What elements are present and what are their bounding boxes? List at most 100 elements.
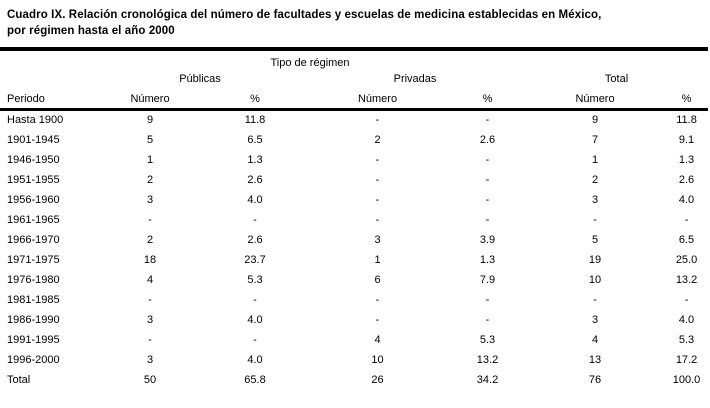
table-row: 1976-1980 4 5.3 6 7.9 10 13.2	[0, 270, 708, 290]
cell-value: -	[485, 213, 490, 226]
cell-value: 18	[143, 253, 157, 266]
cell-periodo: 1996-2000	[7, 353, 60, 366]
cell-value: -	[253, 333, 257, 346]
cell-value: 2.6	[247, 233, 263, 246]
cell-value: 1.3	[678, 153, 695, 166]
column-header-publicas-pct: %	[250, 93, 260, 105]
cell-periodo: 1966-1970	[7, 233, 60, 246]
cell-value: 3	[146, 193, 154, 206]
column-header-privadas-pct: %	[482, 93, 493, 105]
cell-value: 4.0	[247, 313, 263, 326]
column-header-total-numero: Número	[575, 93, 615, 105]
cell-value: 4.0	[678, 313, 695, 326]
cell-value: 19	[588, 253, 602, 266]
cell-value: -	[253, 213, 257, 226]
cell-value: 100.0	[672, 373, 701, 386]
column-header-periodo: Periodo	[7, 93, 45, 105]
cell-value: -	[684, 293, 689, 306]
header-spacer	[0, 49, 95, 71]
group-header-total: Total	[604, 72, 629, 85]
cell-value: -	[593, 293, 597, 306]
data-table: Tipo de régimen Públicas Privadas Total …	[0, 47, 709, 390]
cell-periodo: Total	[7, 373, 31, 386]
cell-value: 2	[146, 233, 154, 246]
cell-value: 6.5	[678, 233, 695, 246]
cell-value: 4.0	[247, 353, 263, 366]
cell-periodo: 1971-1975	[7, 253, 60, 266]
table-row: 1961-1965 - - - - - -	[0, 210, 708, 230]
cell-value: 23.7	[244, 253, 266, 266]
cell-value: 3.9	[479, 233, 496, 246]
cell-value: 26	[371, 373, 384, 386]
cell-value: 2.6	[247, 173, 263, 186]
cell-value: 34.2	[476, 373, 499, 386]
table-caption-line1: Cuadro IX. Relación cronológica del núme…	[7, 9, 602, 21]
table-row: Hasta 1900 9 11.8 - - 9 11.8	[0, 110, 708, 130]
column-header-privadas-numero: Número	[357, 93, 398, 105]
cell-periodo: 1986-1990	[7, 313, 60, 326]
group-header-privadas: Privadas	[393, 72, 437, 85]
table-caption: Cuadro IX. Relación cronológica del núme…	[0, 0, 710, 39]
table-row: 1956-1960 3 4.0 - - 3 4.0	[0, 190, 708, 210]
cell-value: 4.0	[678, 193, 695, 206]
cell-value: 6.5	[247, 133, 263, 146]
cell-value: 10	[371, 353, 384, 366]
cell-value: -	[485, 173, 490, 186]
cell-value: 13	[588, 353, 602, 366]
table-row-total: Total 50 65.8 26 34.2 76 100.0	[0, 370, 708, 390]
cell-value: 5	[591, 233, 599, 246]
cell-value: 1.3	[479, 253, 496, 266]
cell-value: 9	[591, 114, 599, 127]
cell-value: 7.9	[479, 273, 496, 286]
cell-value: 10	[588, 273, 602, 286]
cell-value: 2.6	[678, 173, 695, 186]
cell-value: 76	[588, 373, 602, 386]
regimen-group-header: Tipo de régimen	[270, 56, 350, 69]
table-row: 1901-1945 5 6.5 2 2.6 7 9.1	[0, 130, 708, 150]
cell-value: 3	[591, 193, 599, 206]
cell-value: 13.2	[476, 353, 499, 366]
table-row: 1971-1975 18 23.7 1 1.3 19 25.0	[0, 250, 708, 270]
cell-value: -	[148, 293, 152, 306]
column-header-total-pct: %	[681, 93, 692, 105]
table-header: Tipo de régimen Públicas Privadas Total …	[0, 49, 709, 110]
cell-periodo: 1991-1995	[7, 333, 60, 346]
cell-value: 5.3	[247, 273, 263, 286]
cell-value: -	[485, 193, 490, 206]
cell-value: -	[375, 293, 380, 306]
cell-value: -	[148, 333, 152, 346]
header-spacer	[525, 49, 708, 71]
group-header-row: Públicas Privadas Total	[0, 71, 708, 86]
cell-value: -	[375, 193, 380, 206]
cell-value: -	[593, 213, 597, 226]
cell-value: 2.6	[479, 133, 496, 146]
cell-periodo: 1961-1965	[7, 213, 60, 226]
cell-value: 65.8	[244, 373, 266, 386]
cell-value: 3	[591, 313, 599, 326]
cell-value: 2	[591, 173, 599, 186]
cell-value: -	[375, 173, 380, 186]
column-header-row: Periodo Número % Número % Número %	[0, 86, 708, 110]
cell-value: 9.1	[678, 133, 695, 146]
cell-value: 4	[146, 273, 154, 286]
cell-periodo: Hasta 1900	[7, 114, 64, 127]
cell-value: -	[375, 313, 380, 326]
table-row: 1986-1990 3 4.0 - - 3 4.0	[0, 310, 708, 330]
regimen-span-row: Tipo de régimen	[0, 49, 708, 71]
cell-value: 25.0	[675, 253, 698, 266]
cell-value: 4	[591, 333, 599, 346]
cell-value: -	[684, 213, 689, 226]
column-header-publicas-numero: Número	[130, 93, 170, 105]
cell-value: 5.3	[479, 333, 496, 346]
table-body: Hasta 1900 9 11.8 - - 9 11.8 1901-1945 5 6.5 2 2.6 7…	[0, 110, 708, 390]
cell-periodo: 1976-1980	[7, 273, 60, 286]
cell-value: 13.2	[675, 273, 698, 286]
cell-value: -	[485, 313, 490, 326]
cell-value: 3	[146, 353, 154, 366]
cell-value: 11.8	[244, 114, 266, 127]
cell-periodo: 1946-1950	[7, 153, 60, 166]
cell-value: 50	[143, 373, 157, 386]
cell-value: 3	[374, 233, 381, 246]
cell-value: -	[485, 153, 490, 166]
table-row: 1996-2000 3 4.0 10 13.2 13 17.2	[0, 350, 708, 370]
